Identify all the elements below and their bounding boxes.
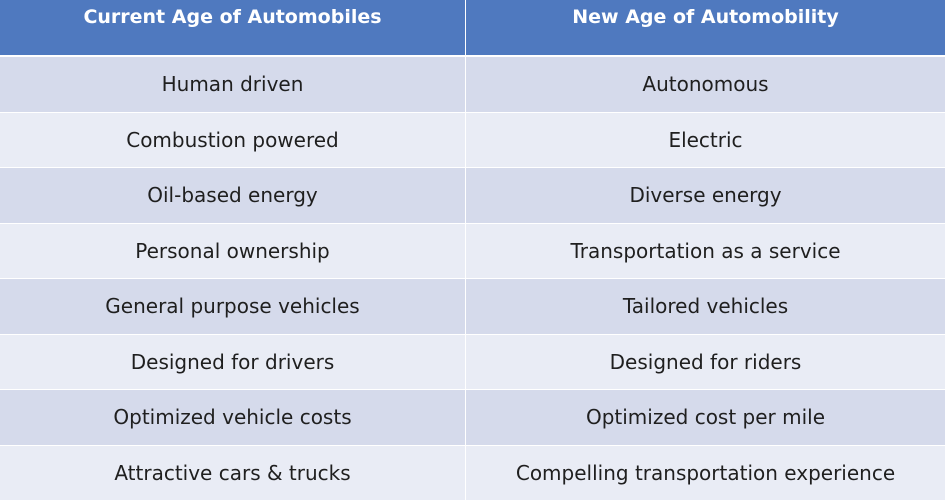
table-row: Attractive cars & trucks Compelling tran… — [0, 445, 945, 501]
cell-new: Compelling transportation experience — [465, 445, 945, 500]
cell-current: Designed for drivers — [130, 349, 335, 374]
cell-current: Oil-based energy — [147, 183, 318, 208]
table-row: Human driven Autonomous — [0, 57, 945, 113]
cell-new: Transportation as a service — [465, 223, 945, 278]
cell-new: Optimized cost per mile — [465, 390, 945, 445]
header-new-age: New Age of Automobility — [465, 0, 945, 55]
header-current-age: Current Age of Automobiles — [83, 6, 382, 28]
table-row: Designed for drivers Designed for riders — [0, 334, 945, 390]
cell-new: Tailored vehicles — [465, 279, 945, 334]
cell-current: General purpose vehicles — [105, 294, 360, 319]
table-header-row: Current Age of Automobiles New Age of Au… — [0, 0, 945, 57]
table-row: Optimized vehicle costs Optimized cost p… — [0, 390, 945, 446]
cell-current: Optimized vehicle costs — [113, 405, 352, 430]
cell-new: Diverse energy — [465, 168, 945, 223]
cell-current: Personal ownership — [135, 238, 330, 263]
cell-new: Autonomous — [465, 57, 945, 112]
cell-new: Electric — [465, 112, 945, 167]
table-row: Oil-based energy Diverse energy — [0, 168, 945, 224]
table-row: Combustion powered Electric — [0, 112, 945, 168]
cell-new: Designed for riders — [465, 334, 945, 389]
cell-current: Human driven — [161, 72, 304, 97]
table-row: General purpose vehicles Tailored vehicl… — [0, 279, 945, 335]
table-row: Personal ownership Transportation as a s… — [0, 223, 945, 279]
cell-current: Combustion powered — [126, 127, 339, 152]
cell-current: Attractive cars & trucks — [114, 460, 351, 485]
